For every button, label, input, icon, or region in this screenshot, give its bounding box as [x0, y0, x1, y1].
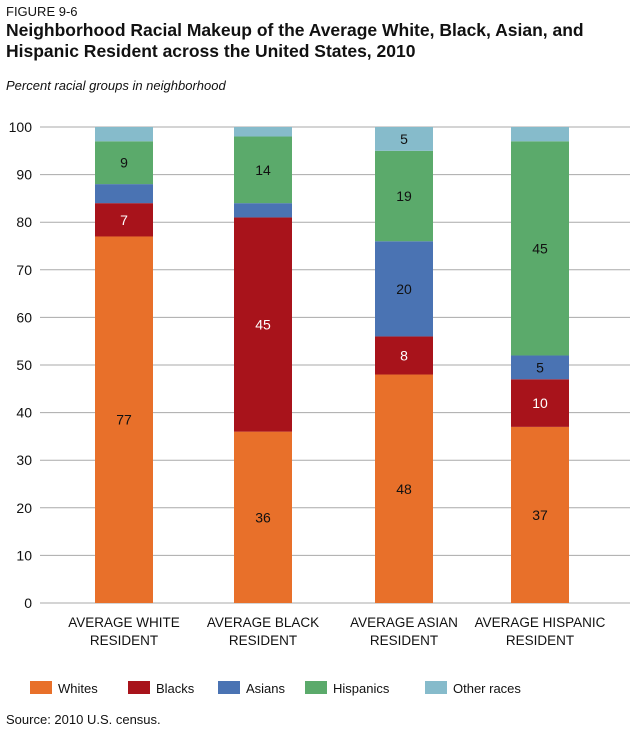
y-tick-label: 40 [16, 405, 32, 421]
y-tick-label: 0 [24, 595, 32, 611]
legend-label: Hispanics [333, 681, 390, 696]
data-label: 19 [396, 188, 412, 204]
data-label: 10 [532, 395, 548, 411]
bar-segment-hispanics [511, 141, 569, 356]
bar-segment-whites [375, 374, 433, 603]
data-label: 8 [400, 347, 408, 363]
bar-segment-other-races [375, 127, 433, 151]
x-category-label: RESIDENT [90, 633, 158, 648]
data-label: 37 [532, 507, 548, 523]
data-label: 5 [536, 359, 544, 375]
bar-segment-asians [95, 184, 153, 204]
y-tick-label: 70 [16, 262, 32, 278]
x-category-label: RESIDENT [506, 633, 574, 648]
bar-segment-blacks [234, 217, 292, 432]
data-label: 9 [120, 155, 128, 171]
figure-label: FIGURE 9-6 [6, 4, 78, 19]
legend-swatch [128, 681, 150, 694]
y-tick-label: 90 [16, 167, 32, 183]
legend-label: Asians [246, 681, 286, 696]
data-label: 36 [255, 509, 271, 525]
legend-label: Whites [58, 681, 98, 696]
data-label: 14 [255, 162, 271, 178]
bar-segment-whites [234, 431, 292, 603]
y-tick-label: 60 [16, 309, 32, 325]
y-tick-label: 100 [9, 119, 33, 135]
y-tick-label: 50 [16, 357, 32, 373]
legend-label: Blacks [156, 681, 195, 696]
x-category-label: RESIDENT [229, 633, 297, 648]
legend-swatch [30, 681, 52, 694]
bar-segment-whites [511, 426, 569, 603]
chart-subtitle: Percent racial groups in neighborhood [6, 78, 226, 93]
bar-segment-blacks [511, 379, 569, 427]
bar-segment-asians [375, 241, 433, 337]
bar-segment-other-races [511, 127, 569, 142]
x-category-label: AVERAGE WHITE [68, 615, 180, 630]
y-tick-label: 10 [16, 547, 32, 563]
x-category-label: AVERAGE HISPANIC [475, 615, 606, 630]
data-label: 45 [532, 240, 548, 256]
legend-swatch [218, 681, 240, 694]
bar-segment-hispanics [95, 141, 153, 185]
legend-label: Other races [453, 681, 521, 696]
data-label: 20 [396, 281, 412, 297]
y-tick-label: 20 [16, 500, 32, 516]
y-tick-label: 80 [16, 214, 32, 230]
bar-segment-other-races [95, 127, 153, 142]
bar-segment-other-races [234, 127, 292, 137]
x-category-label: RESIDENT [370, 633, 438, 648]
legend-swatch [305, 681, 327, 694]
chart-title: Neighborhood Racial Makeup of the Averag… [6, 20, 584, 61]
source-note: Source: 2010 U.S. census. [6, 712, 161, 727]
data-label: 7 [120, 212, 128, 228]
x-category-label: AVERAGE ASIAN [350, 615, 458, 630]
legend-swatch [425, 681, 447, 694]
bar-segment-asians [234, 203, 292, 218]
bar-segment-blacks [95, 203, 153, 237]
bar-segment-blacks [375, 336, 433, 375]
bar-segment-hispanics [375, 150, 433, 242]
bar-segment-hispanics [234, 136, 292, 204]
bar-segment-whites [95, 236, 153, 604]
data-label: 5 [400, 131, 408, 147]
x-category-label: AVERAGE BLACK [207, 615, 319, 630]
y-tick-label: 30 [16, 452, 32, 468]
data-label: 77 [116, 412, 132, 428]
data-label: 45 [255, 317, 271, 333]
bar-segment-asians [511, 355, 569, 380]
data-label: 48 [396, 481, 412, 497]
